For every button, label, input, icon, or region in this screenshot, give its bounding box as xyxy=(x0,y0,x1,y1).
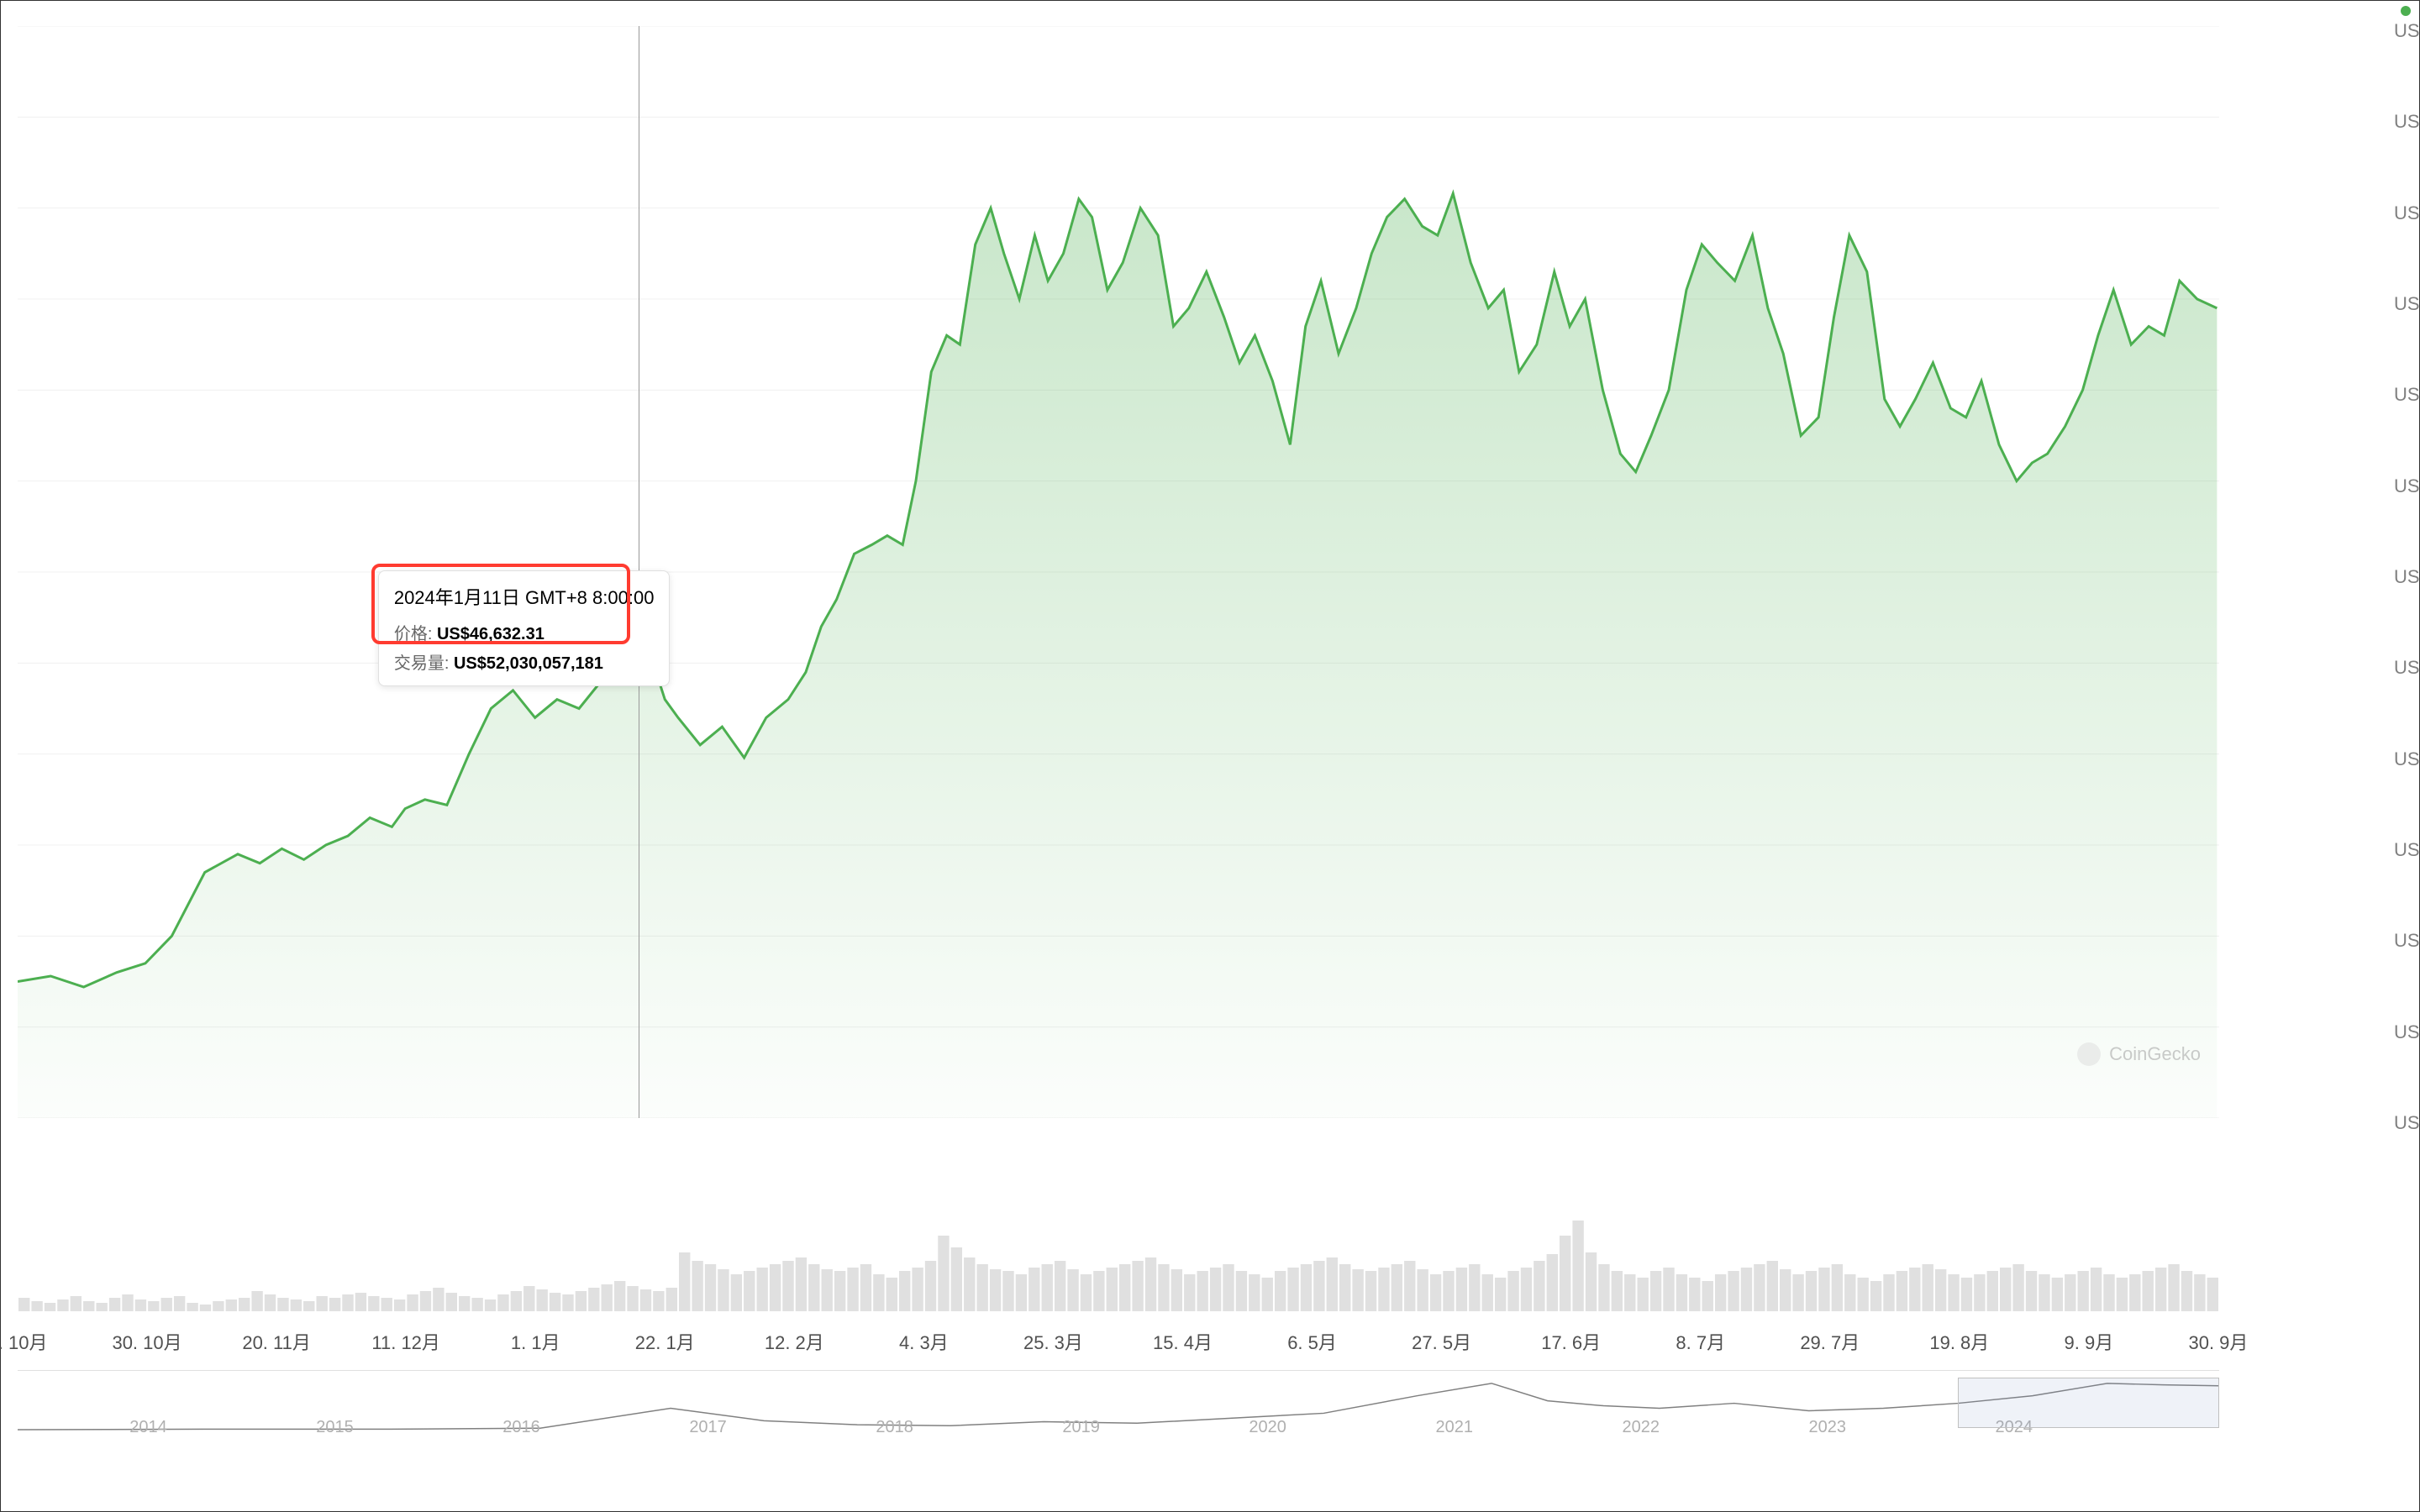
range-year-label: 2022 xyxy=(1622,1418,1660,1437)
x-tick-label: 6. 5月 xyxy=(1287,1328,1337,1355)
tooltip-price-row: 价格: US$46,632.31 xyxy=(394,620,655,644)
tooltip-price-value: US$46,632.31 xyxy=(437,625,544,643)
x-tick-label: 27. 5月 xyxy=(1412,1328,1471,1355)
price-tooltip: 2024年1月11日 GMT+8 8:00:00 价格: US$46,632.3… xyxy=(378,570,671,686)
range-year-label: 2014 xyxy=(129,1418,167,1437)
chart-container: US$8万 US$7.5万 US$7万 US$6.5万 US$6万 US$5.5万 US$5… xyxy=(0,0,2420,1512)
y-tick-label: US$7.5万 xyxy=(2394,107,2420,134)
x-tick-label: 15. 4月 xyxy=(1153,1328,1213,1355)
x-tick-label: 9. 10月 xyxy=(0,1328,47,1355)
range-year-label: 2016 xyxy=(502,1418,540,1437)
x-tick-label: 11. 12月 xyxy=(371,1328,440,1355)
x-tick-label: 29. 7月 xyxy=(1800,1328,1860,1355)
watermark-text: CoinGecko xyxy=(2109,1043,2201,1065)
range-year-label: 2020 xyxy=(1249,1418,1286,1437)
x-tick-label: 9. 9月 xyxy=(2065,1328,2114,1355)
y-tick-label: US$4万 xyxy=(2394,744,2420,771)
x-tick-label: 30. 9月 xyxy=(2188,1328,2248,1355)
range-selection-handle[interactable] xyxy=(1958,1378,2219,1428)
range-year-label: 2023 xyxy=(1809,1418,1847,1437)
x-tick-label: 17. 6月 xyxy=(1541,1328,1601,1355)
range-year-label: 2015 xyxy=(316,1418,354,1437)
y-tick-label: US$6万 xyxy=(2394,380,2420,407)
tooltip-price-label: 价格: xyxy=(394,625,433,643)
range-year-label: 2019 xyxy=(1062,1418,1100,1437)
tooltip-volume-value: US$52,030,057,181 xyxy=(454,654,603,673)
y-tick-label: US$3.5万 xyxy=(2394,835,2420,862)
range-selector[interactable]: 2014 2015 2016 2017 2018 2019 2020 2021 2022 2023… xyxy=(18,1370,2219,1446)
y-tick-label: US$5.5万 xyxy=(2394,471,2420,498)
x-tick-label: 12. 2月 xyxy=(765,1328,824,1355)
y-tick-label: US$8万 xyxy=(2394,16,2420,43)
x-tick-label: 4. 3月 xyxy=(899,1328,949,1355)
y-tick-label: US$7万 xyxy=(2394,198,2420,225)
x-tick-label: 30. 10月 xyxy=(112,1328,182,1355)
x-tick-label: 20. 11月 xyxy=(242,1328,311,1355)
range-year-label: 2017 xyxy=(689,1418,727,1437)
range-year-label: 2021 xyxy=(1435,1418,1473,1437)
coingecko-icon xyxy=(2077,1042,2101,1066)
y-tick-label: US$4.5万 xyxy=(2394,653,2420,680)
x-tick-label: 1. 1月 xyxy=(511,1328,560,1355)
volume-chart[interactable] xyxy=(18,1126,2219,1311)
watermark: CoinGecko xyxy=(2077,1042,2201,1066)
y-tick-label: US$2.5万 xyxy=(2394,1017,2420,1044)
y-tick-label: US$5万 xyxy=(2394,562,2420,589)
x-tick-label: 8. 7月 xyxy=(1676,1328,1725,1355)
y-tick-label: US$2万 xyxy=(2394,1108,2420,1135)
y-tick-label: US$3万 xyxy=(2394,926,2420,953)
x-tick-label: 25. 3月 xyxy=(1023,1328,1083,1355)
tooltip-volume-label: 交易量: xyxy=(394,654,450,673)
price-chart[interactable] xyxy=(18,26,2219,1118)
tooltip-volume-row: 交易量: US$52,030,057,181 xyxy=(394,649,655,674)
x-tick-label: 19. 8月 xyxy=(1929,1328,1989,1355)
x-tick-label: 22. 1月 xyxy=(635,1328,695,1355)
y-tick-label: US$6.5万 xyxy=(2394,289,2420,316)
status-indicator xyxy=(2401,6,2411,16)
range-year-label: 2018 xyxy=(876,1418,913,1437)
tooltip-date: 2024年1月11日 GMT+8 8:00:00 xyxy=(394,583,655,610)
